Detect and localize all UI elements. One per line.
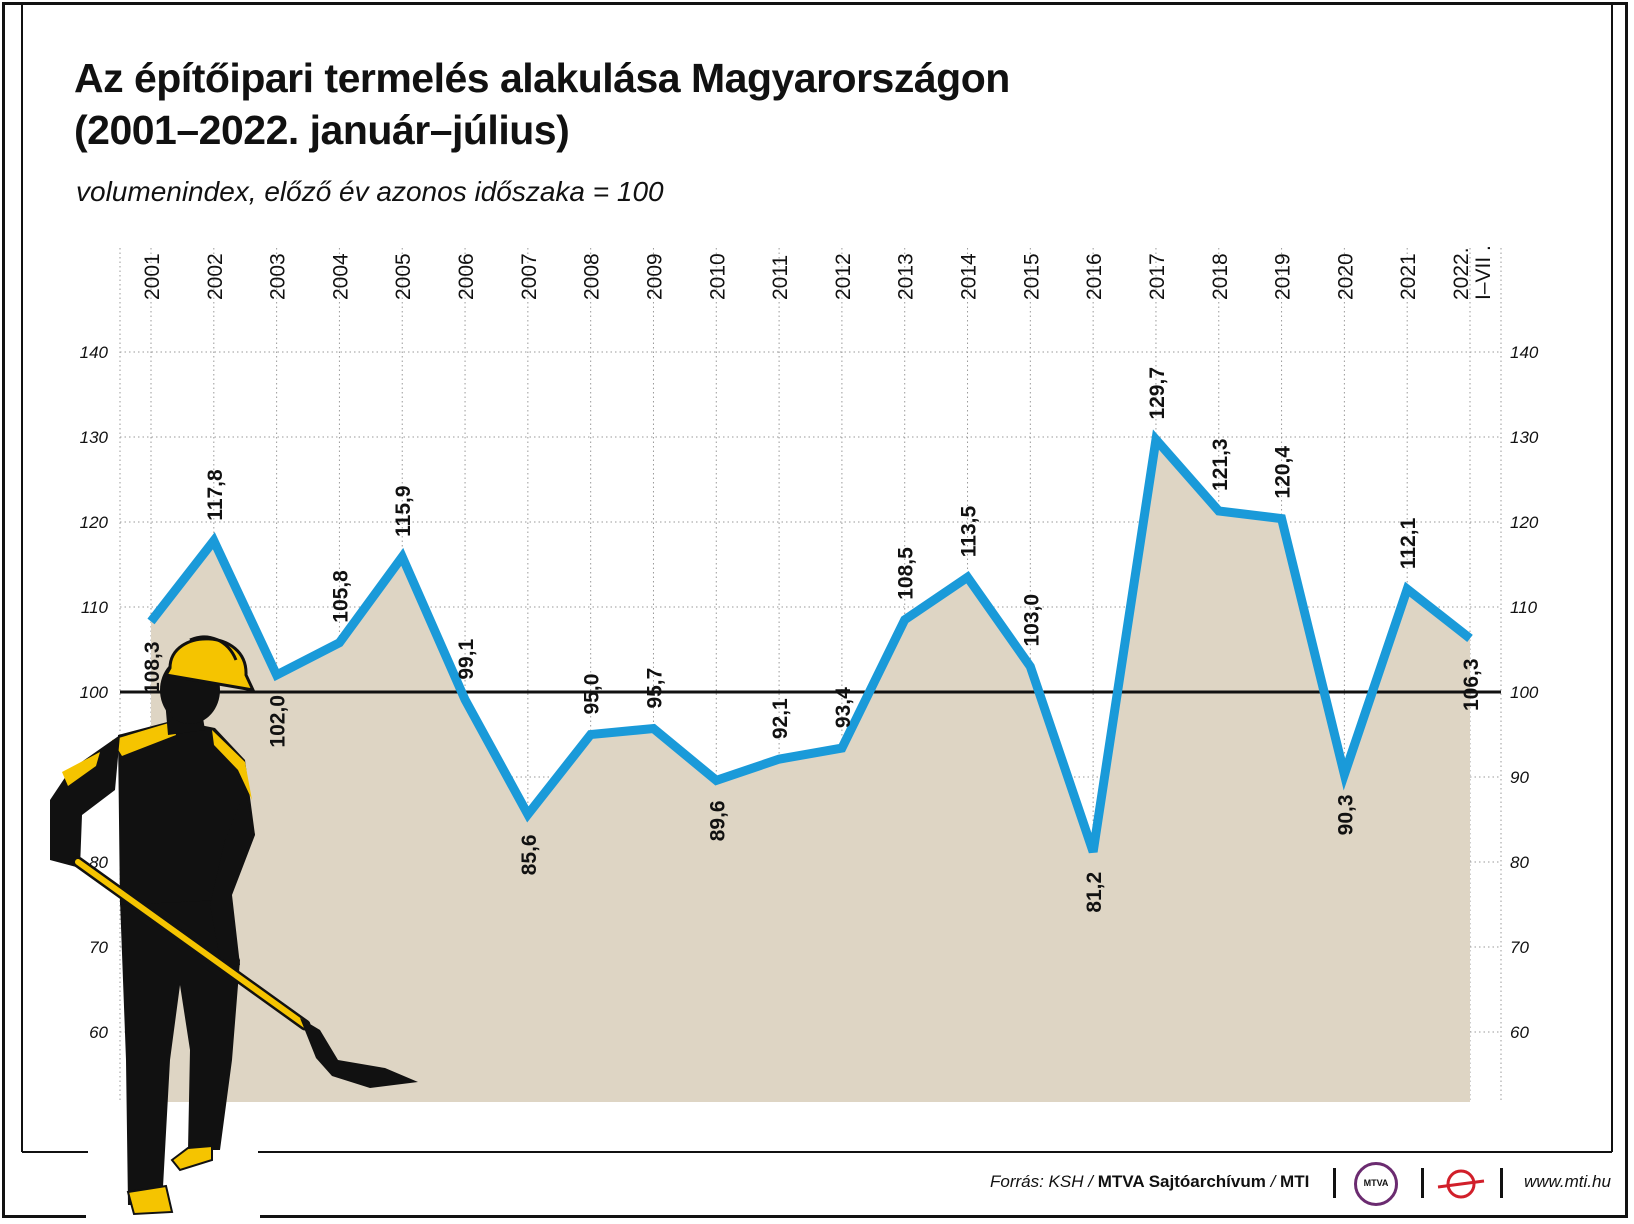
footer-divider (1500, 1168, 1503, 1198)
source-mti: MTI (1280, 1172, 1310, 1191)
y-tick-label-left: 110 (81, 598, 109, 617)
x-tick-label: 2022.I–VII . (1450, 245, 1495, 300)
y-tick-label-left: 70 (89, 938, 108, 957)
website-link[interactable]: www.mti.hu (1524, 1172, 1611, 1191)
y-tick-label-left: 140 (80, 343, 109, 362)
x-tick-label: 2001 (141, 253, 164, 300)
x-tick-label: 2010 (706, 253, 729, 300)
title-line-1: Az építőipari termelés alakulása Magyaro… (74, 55, 1010, 101)
series-line (147, 429, 1473, 854)
y-tick-label-right: 90 (1510, 768, 1529, 787)
x-tick-label: 2019 (1272, 253, 1295, 300)
data-label: 102,0 (267, 695, 290, 748)
mtva-logo: MTVA (1354, 1162, 1398, 1206)
mti-logo-icon (1437, 1169, 1485, 1199)
x-tick-label: 2017 (1146, 253, 1169, 300)
data-label: 129,7 (1146, 367, 1169, 420)
footer-divider (1333, 1168, 1336, 1198)
x-tick-label: 2016 (1083, 253, 1106, 300)
data-label: 90,3 (1334, 794, 1357, 835)
y-tick-label-right: 80 (1510, 853, 1529, 872)
chart-subtitle: volumenindex, előző év azonos időszaka =… (76, 176, 664, 207)
source-prefix: Forrás: KSH / (990, 1172, 1093, 1191)
data-label: 108,5 (895, 547, 918, 600)
x-tick-label: 2007 (518, 253, 541, 300)
x-tick-label: 2008 (581, 253, 604, 300)
data-label: 117,8 (204, 469, 227, 521)
x-tick-label: 2018 (1209, 253, 1232, 300)
y-tick-label-right: 70 (1510, 938, 1529, 957)
data-label: 95,7 (643, 668, 666, 709)
data-label: 93,4 (832, 687, 855, 728)
y-tick-label-left: 100 (80, 683, 109, 702)
y-tick-label-left: 130 (80, 428, 109, 447)
data-label: 85,6 (518, 834, 541, 875)
y-tick-label-right: 110 (1510, 598, 1538, 617)
chart-title: Az építőipari termelés alakulása Magyaro… (74, 52, 1010, 156)
y-tick-label-right: 140 (1510, 343, 1539, 362)
x-tick-label: 2020 (1334, 253, 1357, 300)
source-archive: MTVA Sajtóarchívum (1097, 1172, 1266, 1191)
data-label: 92,1 (769, 698, 792, 739)
x-tick-label: 2002 (204, 253, 227, 300)
x-tick-label: 2003 (267, 253, 290, 300)
data-label: 112,1 (1397, 517, 1420, 569)
x-tick-label: 2006 (455, 253, 478, 300)
x-tick-label: 2009 (643, 253, 666, 300)
data-label: 81,2 (1083, 872, 1106, 913)
x-tick-label: 2011 (769, 255, 792, 300)
y-tick-label-left: 60 (89, 1023, 108, 1042)
data-label: 121,3 (1209, 438, 1232, 491)
data-label: 106,3 (1460, 658, 1483, 711)
data-label: 113,5 (958, 506, 981, 558)
y-tick-label-right: 100 (1510, 683, 1539, 702)
x-tick-label: 2015 (1020, 253, 1043, 300)
x-tick-label: 2021 (1397, 253, 1420, 300)
x-tick-label: 2004 (329, 253, 352, 300)
footer-divider (1421, 1168, 1424, 1198)
x-tick-label: 2013 (895, 253, 918, 300)
y-tick-label-right: 60 (1510, 1023, 1529, 1042)
data-label: 120,4 (1272, 446, 1295, 499)
data-label: 99,1 (455, 638, 478, 679)
source-separator: / (1270, 1172, 1276, 1191)
x-tick-label: 2014 (958, 253, 981, 300)
data-label: 95,0 (581, 674, 604, 715)
x-tick-label: 2005 (392, 253, 415, 300)
mtva-logo-text: MTVA (1363, 1178, 1389, 1188)
data-label: 108,3 (141, 641, 164, 694)
data-label: 115,9 (392, 485, 415, 536)
construction-worker-icon (50, 635, 418, 1220)
source-credit: Forrás: KSH / MTVA Sajtóarchívum / MTI (990, 1172, 1309, 1192)
area-fill (151, 439, 1470, 1102)
y-tick-label-right: 130 (1510, 428, 1539, 447)
data-label: 103,0 (1020, 594, 1043, 647)
y-tick-label-right: 120 (1510, 513, 1539, 532)
title-line-2: (2001–2022. január–július) (74, 107, 570, 153)
x-tick-label: 2012 (832, 253, 855, 300)
y-tick-label-left: 120 (80, 513, 109, 532)
data-label: 105,8 (329, 570, 352, 623)
data-label: 89,6 (706, 800, 729, 841)
